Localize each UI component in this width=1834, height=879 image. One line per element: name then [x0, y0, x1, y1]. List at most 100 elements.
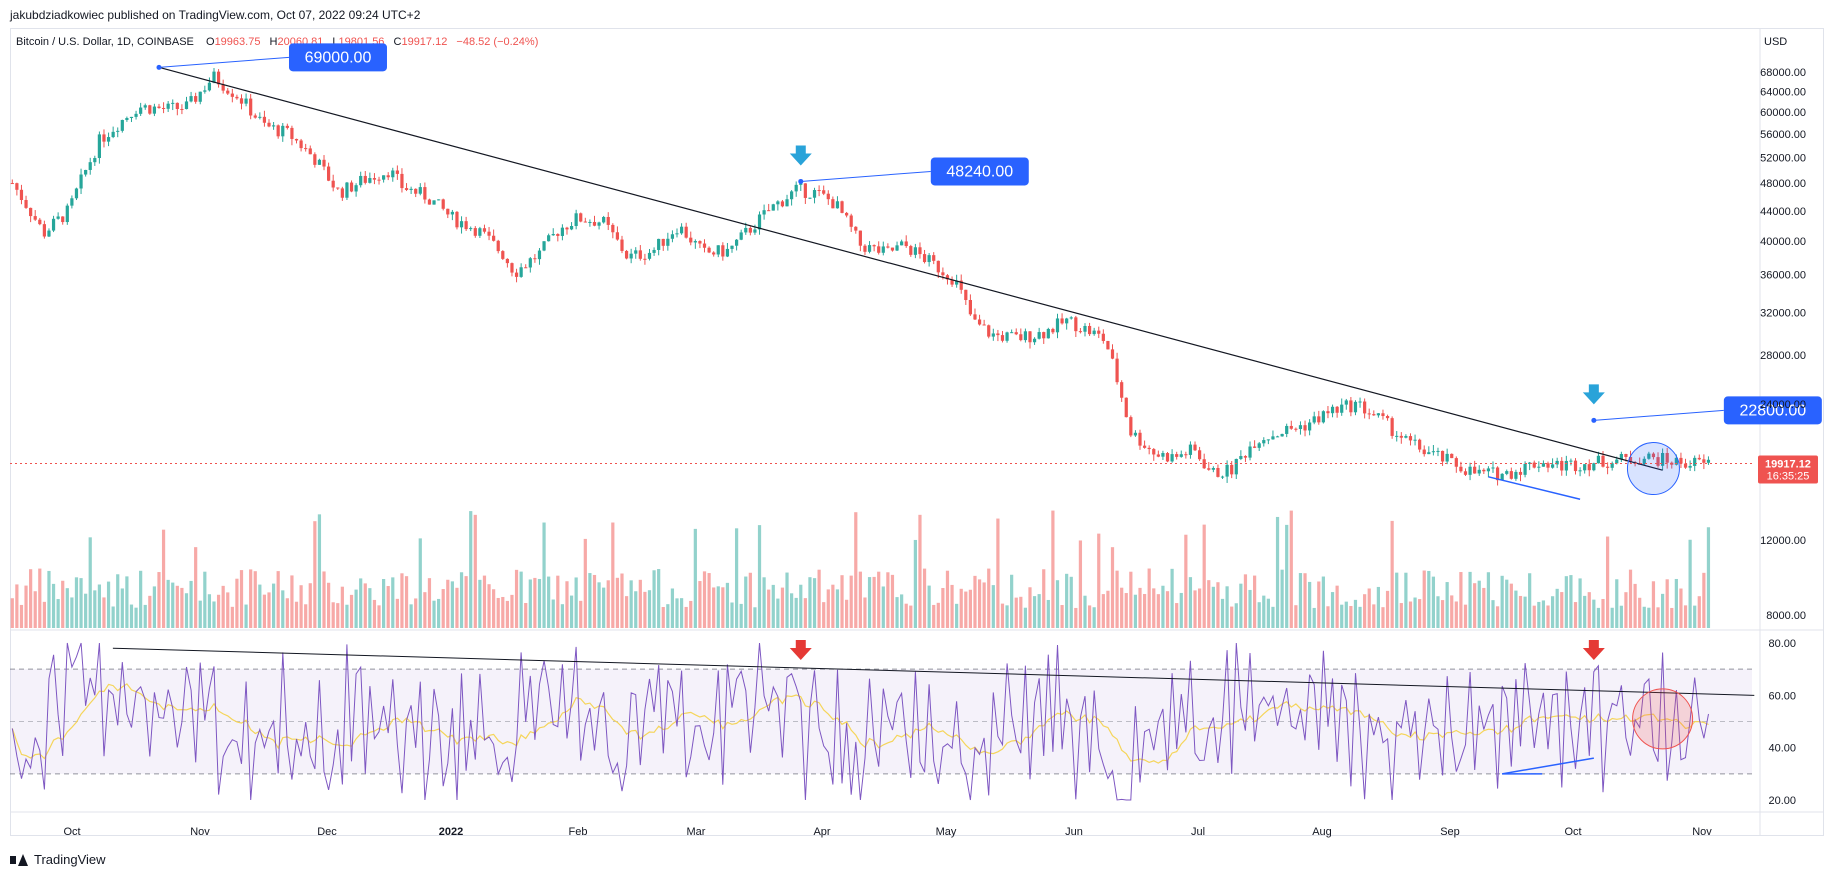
- volume-bar: [1266, 598, 1270, 628]
- candle-body: [496, 240, 500, 252]
- volume-bar: [404, 576, 409, 628]
- candle-body: [1028, 331, 1032, 343]
- volume-bar: [437, 598, 441, 628]
- candle-body: [835, 201, 840, 209]
- volume-bar: [542, 522, 546, 628]
- volume-bar: [501, 596, 505, 628]
- rsi-down-arrow-icon: [1582, 640, 1605, 660]
- candle-body: [38, 219, 42, 225]
- volume-bar: [391, 577, 395, 628]
- volume-bar: [1454, 601, 1458, 628]
- callout-box: [1723, 396, 1822, 425]
- volume-bar: [1152, 588, 1156, 628]
- price-badge-value: 19917.12: [1765, 458, 1811, 470]
- candle-body: [973, 314, 977, 320]
- volume-bar: [340, 586, 344, 628]
- candle-body: [97, 134, 101, 159]
- volume-bar: [945, 570, 950, 628]
- candle-body: [1175, 454, 1179, 457]
- volume-bar: [184, 593, 189, 628]
- volume-bar: [1619, 605, 1623, 628]
- price-tick-label: 56000.00: [1760, 129, 1806, 141]
- volume-bar: [464, 576, 468, 628]
- volume-bar: [1509, 583, 1513, 628]
- candle-body: [47, 230, 51, 237]
- candle-body: [606, 216, 610, 225]
- volume-bar: [446, 579, 450, 628]
- volume-bar: [1005, 605, 1009, 628]
- volume-bar: [675, 598, 679, 628]
- volume-bar: [368, 588, 372, 628]
- candle-body: [285, 125, 289, 128]
- candle-body: [1106, 340, 1110, 350]
- volume-bar: [845, 599, 849, 628]
- volume-bar: [294, 601, 299, 628]
- legend-l-label: L: [332, 36, 338, 48]
- candle-body: [1312, 416, 1316, 423]
- candle-body: [1271, 436, 1275, 440]
- volume-bar: [1225, 586, 1229, 628]
- candle-body: [171, 102, 175, 104]
- candle-body: [1628, 456, 1633, 463]
- candle-body: [139, 107, 143, 114]
- volume-bar: [684, 606, 688, 628]
- volume-bar: [166, 579, 170, 628]
- candle-body: [968, 300, 972, 315]
- volume-bar: [74, 577, 79, 628]
- candle-body: [336, 187, 340, 189]
- candle-body: [414, 188, 418, 194]
- candle-body: [1473, 466, 1477, 474]
- volume-bar: [1555, 588, 1559, 628]
- candle-body: [129, 116, 134, 119]
- candle-body: [945, 275, 950, 280]
- candle-body: [65, 205, 69, 223]
- volume-bar: [1230, 606, 1234, 628]
- candle-body: [386, 175, 390, 178]
- candle-body: [780, 201, 785, 207]
- candle-body: [707, 247, 711, 253]
- candle-body: [1142, 445, 1147, 448]
- volume-bar: [1317, 581, 1321, 628]
- candle-body: [1069, 317, 1073, 319]
- volume-bar: [1092, 607, 1096, 628]
- volume-bar: [890, 574, 895, 628]
- volume-bar: [253, 571, 257, 628]
- candle-body: [1431, 451, 1436, 453]
- volume-bar: [1505, 579, 1509, 628]
- candle-body: [459, 221, 464, 228]
- time-tick-label: Apr: [813, 826, 830, 838]
- volume-bar: [1138, 587, 1142, 628]
- volume-bar: [1037, 594, 1041, 628]
- candle-body: [349, 182, 354, 192]
- volume-bar: [1500, 575, 1504, 628]
- candle-body: [15, 183, 19, 190]
- candle-body: [1505, 471, 1509, 474]
- candle-body: [1060, 318, 1064, 324]
- volume-bar: [1656, 607, 1660, 628]
- volume-bar: [1537, 601, 1541, 628]
- candle-body: [611, 224, 615, 233]
- candle-body: [551, 234, 555, 236]
- volume-bar: [70, 597, 74, 628]
- candle-body: [1500, 473, 1504, 481]
- candle-body: [473, 228, 477, 236]
- candle-body: [331, 180, 335, 188]
- callout-label: 22800.00: [1739, 402, 1806, 419]
- volume-bar: [1390, 520, 1394, 628]
- candle-body: [226, 90, 230, 94]
- candle-body: [1532, 462, 1536, 468]
- price-divergence-line: [1488, 476, 1581, 500]
- volume-bar: [955, 603, 959, 628]
- legend-h-label: H: [270, 36, 278, 48]
- candle-body: [569, 226, 574, 230]
- volume-bar: [1289, 510, 1293, 628]
- candle-body: [1078, 331, 1083, 333]
- chart-frame[interactable]: [10, 28, 1824, 836]
- volume-bar: [569, 595, 574, 628]
- candle-body: [1518, 471, 1523, 475]
- time-tick-label: 2022: [439, 826, 463, 838]
- candle-body: [661, 238, 665, 246]
- volume-bar: [1326, 606, 1330, 628]
- candle-body: [1642, 458, 1646, 465]
